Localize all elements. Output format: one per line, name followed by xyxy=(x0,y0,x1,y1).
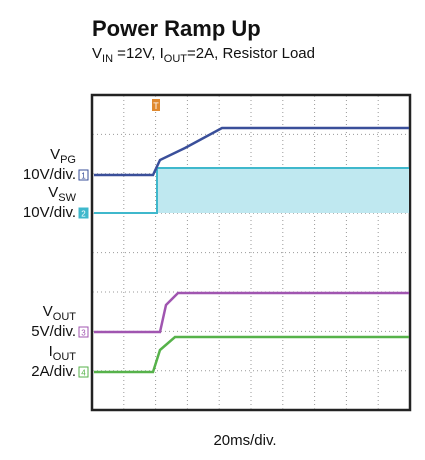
subtitle: VIN =12V, IOUT=2A, Resistor Load xyxy=(92,45,315,65)
subtitle-part: =12V, I xyxy=(113,45,164,62)
channel-name-main: V xyxy=(50,146,60,163)
vsw-band xyxy=(157,168,409,213)
channel-name: VSW xyxy=(48,184,76,204)
trigger-label: T xyxy=(153,101,159,111)
channel-marker: 2 xyxy=(81,210,86,219)
channel-name-main: V xyxy=(48,184,58,201)
channel-scale: 5V/div. xyxy=(31,323,76,340)
channel-labels: VPG10V/div.1VSW10V/div.2VOUT5V/div.3IOUT… xyxy=(23,146,88,380)
channel-marker: 3 xyxy=(81,329,86,338)
subtitle-part: V xyxy=(92,45,102,62)
channel-name-main: V xyxy=(43,303,53,320)
channel-name-sub: OUT xyxy=(53,311,77,323)
channel-name: VPG xyxy=(50,146,76,166)
channel-name-sub: PG xyxy=(60,154,76,166)
channel-name-sub: SW xyxy=(58,192,76,204)
channel-scale: 10V/div. xyxy=(23,166,76,183)
time-scale: 20ms/div. xyxy=(213,432,276,449)
subtitle-part: =2A, Resistor Load xyxy=(187,45,315,62)
channel-name: VOUT xyxy=(43,303,77,323)
channel-scale: 2A/div. xyxy=(31,363,76,380)
channel-name: IOUT xyxy=(49,343,77,363)
channel-marker: 1 xyxy=(81,172,86,181)
scope-figure: Power Ramp Up VIN =12V, IOUT=2A, Resisto… xyxy=(0,0,425,460)
channel-name-sub: OUT xyxy=(53,351,77,363)
subtitle-part: OUT xyxy=(164,53,188,65)
title: Power Ramp Up xyxy=(92,16,261,41)
channel-scale: 10V/div. xyxy=(23,204,76,221)
subtitle-part: IN xyxy=(102,53,113,65)
channel-marker: 4 xyxy=(81,369,86,378)
